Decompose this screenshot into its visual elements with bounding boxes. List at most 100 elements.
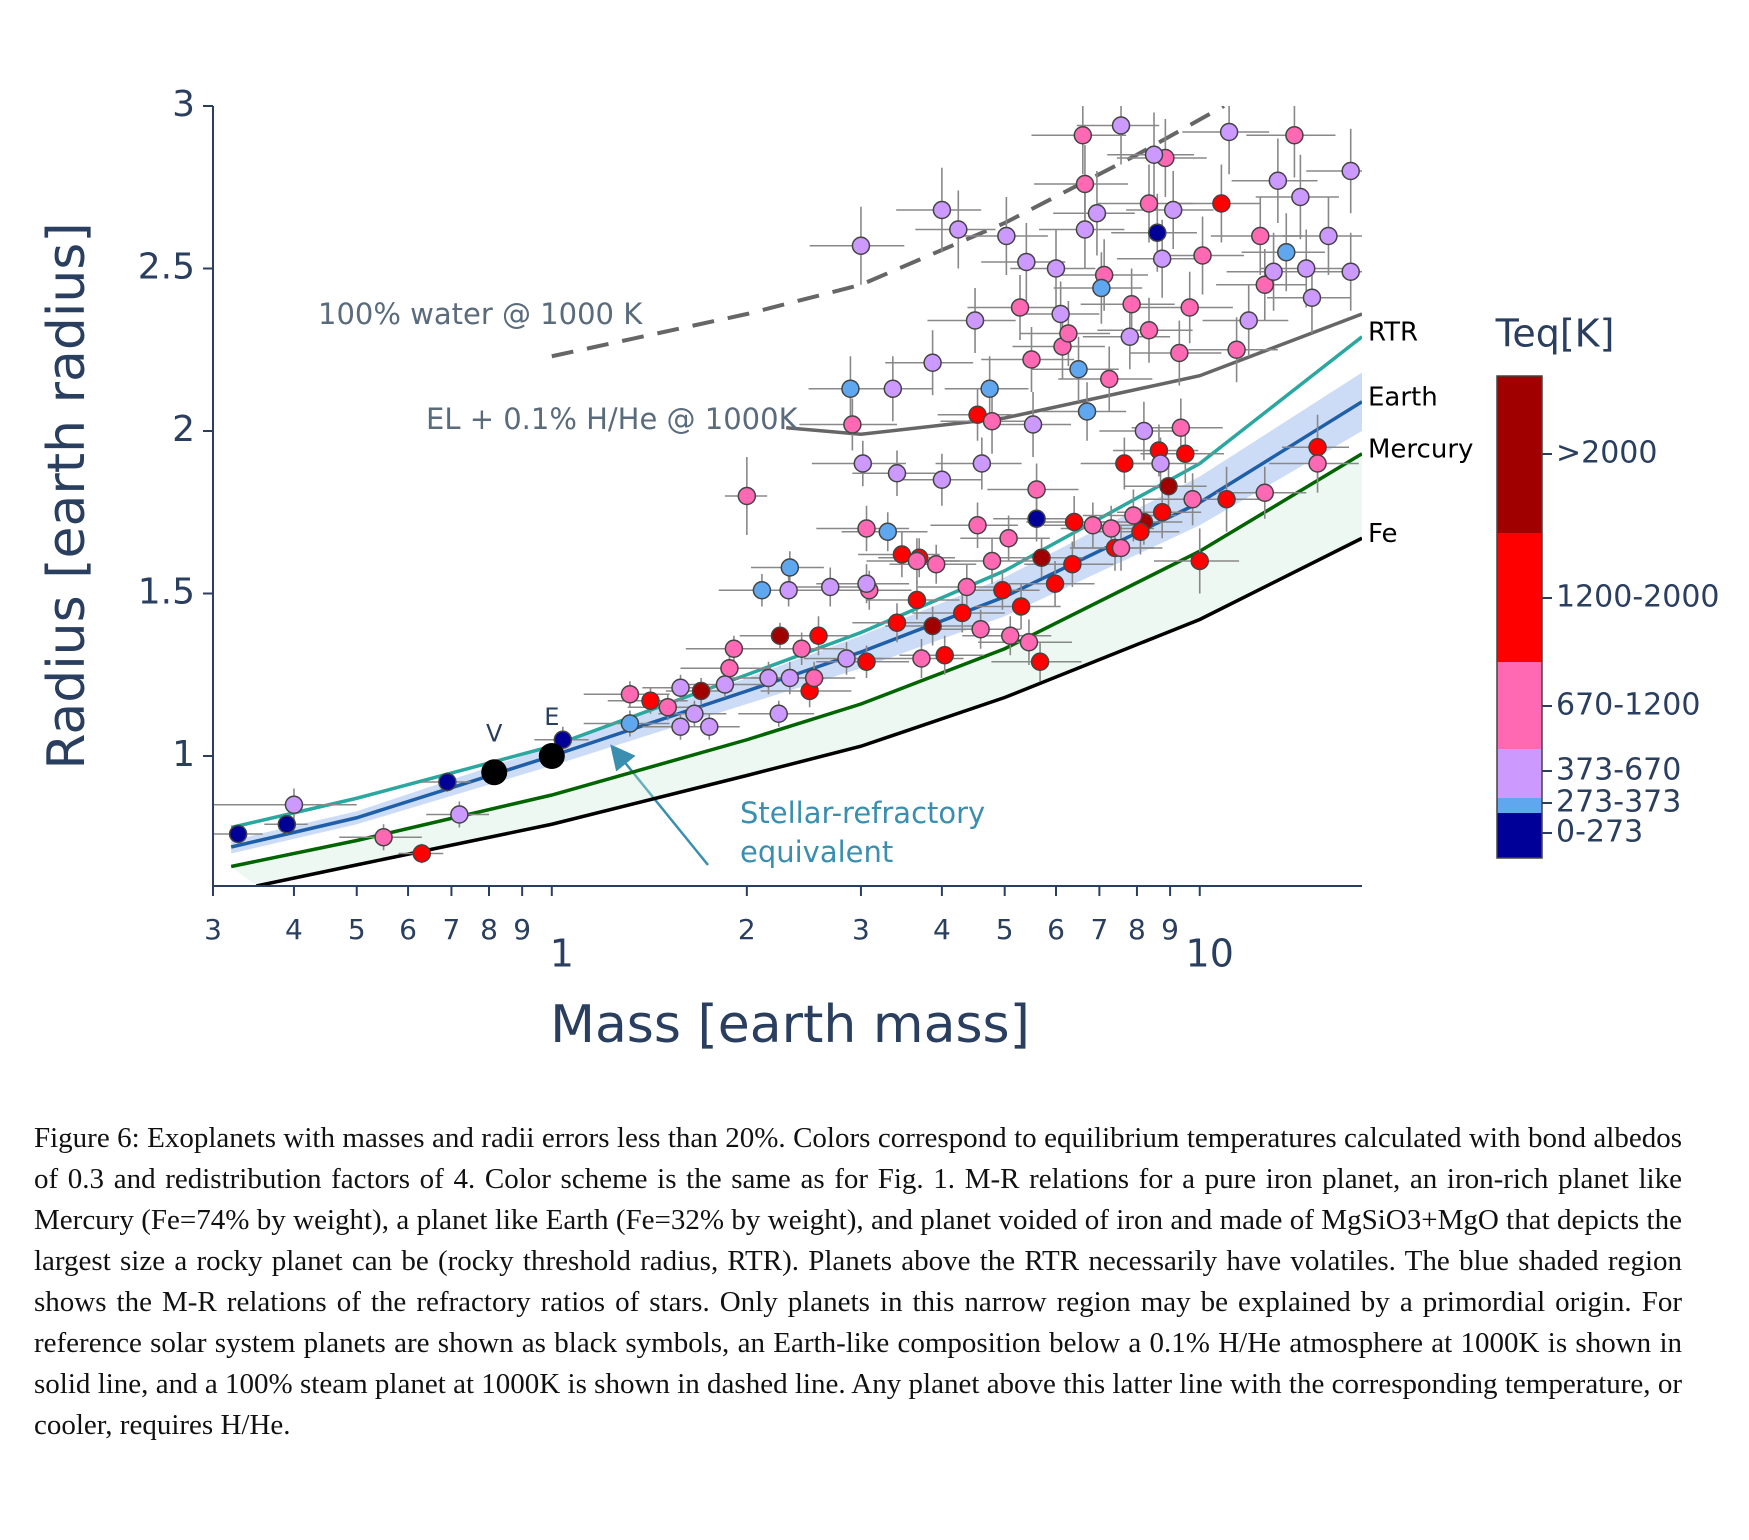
planet-marker <box>971 620 990 639</box>
x-tick-label: 8 <box>1128 913 1146 946</box>
planet-marker <box>980 379 999 398</box>
y-tick-label: 2.5 <box>138 247 195 288</box>
planet-marker <box>1027 480 1046 499</box>
planet-marker <box>1163 200 1183 220</box>
planet-marker <box>412 844 432 863</box>
planet-marker <box>1101 519 1121 538</box>
planet-marker <box>780 668 800 688</box>
planet-marker <box>949 220 968 239</box>
planet-marker <box>1268 171 1288 190</box>
planet-marker <box>1111 538 1131 558</box>
planet-marker <box>438 772 457 792</box>
planet-marker <box>1001 626 1020 645</box>
planet-marker <box>1193 246 1212 265</box>
colorbar-segment <box>1497 813 1542 858</box>
x-tick-label: 9 <box>1161 913 1179 946</box>
planet-marker <box>1019 633 1039 652</box>
planet-marker <box>620 685 640 704</box>
planet-marker <box>878 522 898 541</box>
planet-marker <box>671 717 690 736</box>
planet-marker <box>1170 343 1189 363</box>
planet-marker <box>965 311 985 330</box>
planet-marker <box>1073 126 1093 145</box>
planet-marker <box>1302 288 1322 307</box>
planet-marker <box>1059 324 1078 343</box>
planet-marker <box>780 558 800 577</box>
planet-marker <box>932 470 952 489</box>
planet-marker <box>907 551 927 571</box>
planet-marker <box>857 652 876 671</box>
x-tick-label: 1 <box>550 932 574 976</box>
annotation: Stellar-refractory <box>740 796 985 830</box>
planet-marker <box>982 551 1002 571</box>
planet-marker <box>1264 262 1283 281</box>
planet-marker <box>1219 122 1239 142</box>
planet-marker <box>972 454 992 473</box>
planet-marker <box>993 581 1012 600</box>
planet-marker <box>1341 161 1360 181</box>
planet-marker <box>957 577 977 597</box>
planet-marker <box>912 649 931 668</box>
planet-marker <box>926 555 946 574</box>
chart: Radius [earth radius] Mass [earth mass] … <box>37 84 1720 1055</box>
planet-marker <box>1251 226 1270 246</box>
planet-marker <box>1087 204 1107 223</box>
planet-marker <box>1308 438 1327 457</box>
x-tick-label: 7 <box>1090 913 1108 946</box>
planet-marker <box>1017 252 1036 272</box>
curve-label: Earth <box>1368 382 1438 412</box>
model-curve <box>786 312 1362 437</box>
planet-marker <box>715 675 735 694</box>
planet-marker <box>1111 116 1131 135</box>
planet-marker <box>1291 187 1310 207</box>
planet-marker <box>691 681 711 701</box>
planet-marker <box>997 226 1016 246</box>
x-tick-label: 2 <box>738 913 756 946</box>
planet-marker <box>1120 327 1140 346</box>
colorbar-segment <box>1497 533 1542 662</box>
curve-label: RTR <box>1368 317 1418 347</box>
planet-marker <box>1277 243 1296 262</box>
planet-marker <box>887 464 907 483</box>
colorbar-title: Teq[K] <box>1495 312 1615 356</box>
planet-marker <box>1051 304 1070 324</box>
planet-marker <box>720 659 739 678</box>
planet-marker <box>641 691 660 710</box>
curve-label: Mercury <box>1368 434 1473 464</box>
planet-marker <box>1045 574 1065 593</box>
planet-marker <box>1308 454 1327 473</box>
planet-marker <box>284 795 304 814</box>
planet-marker <box>374 828 393 847</box>
planet-marker <box>1011 597 1031 616</box>
planet-marker <box>685 704 704 723</box>
planet-marker <box>724 639 744 658</box>
planet-marker <box>1092 278 1111 298</box>
y-tick-label: 1 <box>172 734 195 775</box>
planet-marker <box>1183 490 1202 509</box>
planet-marker <box>779 581 798 600</box>
solar-planet-label: E <box>544 703 559 731</box>
colorbar-label: 273-373 <box>1556 785 1681 820</box>
planet-marker <box>1190 551 1209 571</box>
planet-marker <box>935 646 954 665</box>
x-tick-label: 9 <box>513 913 531 946</box>
colorbar-segment <box>1497 798 1542 813</box>
planet-marker <box>1285 126 1304 145</box>
colorbar-label: 670-1200 <box>1556 688 1700 723</box>
plot-area <box>213 106 1362 886</box>
planet-marker <box>1032 548 1051 567</box>
planet-marker <box>923 616 942 636</box>
x-tick-label: 4 <box>285 913 303 946</box>
planet-marker <box>737 486 757 506</box>
curve-label: Fe <box>1368 519 1398 549</box>
planet-marker <box>883 379 903 398</box>
model-curve <box>551 106 1225 359</box>
x-tick-label: 7 <box>443 913 461 946</box>
colorbar-frame <box>1496 375 1543 859</box>
planet-marker <box>804 668 824 688</box>
x-tick-label: 6 <box>399 913 417 946</box>
planet-marker <box>1122 295 1141 314</box>
planet-marker <box>887 613 907 632</box>
planet-marker <box>851 236 871 255</box>
